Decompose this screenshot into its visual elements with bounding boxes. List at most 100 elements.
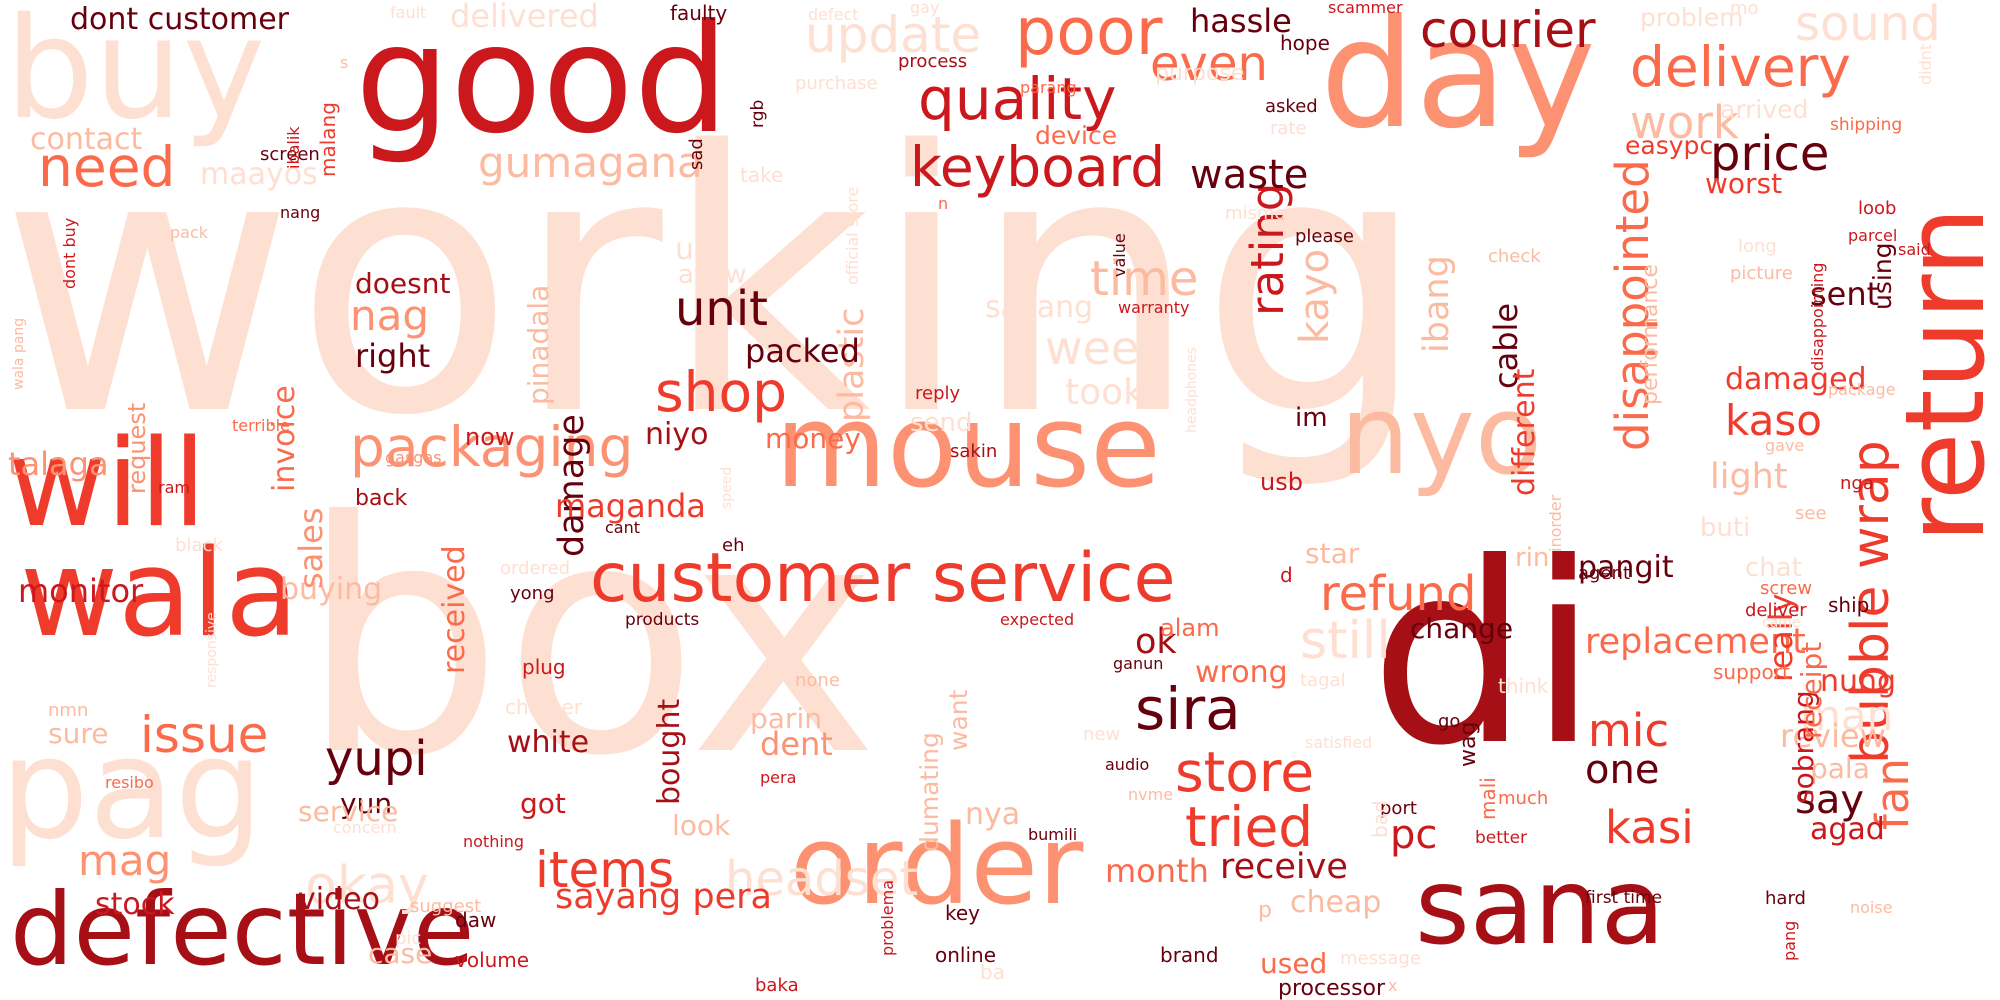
word-wala: wala xyxy=(20,525,299,664)
word-week: week xyxy=(1045,321,1166,375)
word-concern: concern xyxy=(333,818,397,837)
word-usb: usb xyxy=(1260,468,1303,496)
word-gumagana: gumagana xyxy=(478,138,703,187)
word-said: said xyxy=(1898,240,1931,259)
word-wag: wag xyxy=(1456,721,1481,767)
word-quality: quality xyxy=(918,65,1117,133)
word-pangit: pangit xyxy=(1578,550,1674,585)
word-worst: worst xyxy=(1705,167,1783,200)
word-gay: gay xyxy=(910,0,940,17)
word-store: store xyxy=(1175,740,1315,804)
word-black: black xyxy=(175,535,223,556)
word-shop: shop xyxy=(655,360,788,424)
word-tried: tried xyxy=(1185,795,1314,859)
word-none: none xyxy=(795,670,840,691)
word-light: light xyxy=(1710,457,1788,497)
word-value: value xyxy=(1110,232,1129,277)
word-chat: chat xyxy=(1745,553,1802,583)
word-ordered: ordered xyxy=(500,558,571,579)
word-working: working xyxy=(0,75,1428,494)
word-pic: pic xyxy=(395,928,422,949)
word-see: see xyxy=(1795,503,1827,524)
word-headphones: headphones xyxy=(1184,347,1200,434)
word-purpose: purpose xyxy=(1155,61,1245,86)
word-expected: expected xyxy=(1000,610,1075,629)
word-parin: parin xyxy=(750,702,822,735)
word-gave: gave xyxy=(1765,436,1805,455)
word-sad: sad xyxy=(686,138,707,171)
word-message: message xyxy=(1340,948,1421,969)
word-buying: buying xyxy=(280,572,383,607)
word-damage: damage xyxy=(552,414,592,558)
word-work: work xyxy=(1630,96,1739,149)
word-use: use xyxy=(675,232,729,267)
word-reply: reply xyxy=(915,383,961,404)
word-didnt: didnt xyxy=(1916,43,1935,85)
word-box: box xyxy=(300,454,879,826)
word-mag: mag xyxy=(78,836,172,885)
word-received: received xyxy=(437,545,472,674)
word-came: came xyxy=(1762,615,1801,631)
word-defect: defect xyxy=(808,5,859,24)
word-cheap: cheap xyxy=(1290,885,1382,920)
word-n: n xyxy=(938,194,949,213)
word-right: right xyxy=(355,337,431,375)
word-customer-service: customer service xyxy=(590,539,1176,618)
word-headset: headset xyxy=(725,851,919,907)
word-sayang-pera: sayang pera xyxy=(555,877,772,917)
word-products: products xyxy=(625,610,700,630)
word-parcel: parcel xyxy=(1848,226,1898,245)
word-want: want xyxy=(944,689,973,751)
word-dont-buy: dont buy xyxy=(60,218,79,290)
word-sayang: sayang xyxy=(985,290,1094,325)
word-problema: problema xyxy=(878,880,897,957)
word-resibo: resibo xyxy=(105,773,154,792)
word-doesnt: doesnt xyxy=(355,267,451,300)
word-mismong: mismong xyxy=(1225,203,1309,224)
word-warranty: warranty xyxy=(1118,298,1190,317)
word-kaso: kaso xyxy=(1725,396,1822,445)
word-damaged: damaged xyxy=(1725,362,1867,397)
word-mo: mo xyxy=(1730,0,1759,19)
word-update: update xyxy=(805,6,982,64)
word-say: say xyxy=(1795,777,1865,823)
word-used: used xyxy=(1260,947,1328,980)
word-port: port xyxy=(1380,798,1417,819)
word-bought: bought xyxy=(652,699,687,806)
word-delivered: delivered xyxy=(450,0,599,35)
word-white: white xyxy=(507,725,590,760)
word-nmn: nmn xyxy=(48,700,89,721)
word-device: device xyxy=(1035,121,1118,150)
word-key: key xyxy=(945,901,981,925)
word-brand: brand xyxy=(1160,943,1219,967)
word-mic: mic xyxy=(1588,704,1670,757)
word-scammer: scammer xyxy=(1328,0,1403,17)
word-man: man xyxy=(1800,691,1894,740)
word-take: take xyxy=(740,163,784,187)
word-cant: cant xyxy=(605,518,641,537)
word-one: one xyxy=(1585,747,1660,793)
word-request: request xyxy=(123,402,151,494)
word-video: video xyxy=(298,882,380,917)
word-performance: performance xyxy=(1638,264,1663,406)
word-picture: picture xyxy=(1730,263,1793,284)
word-parang: parang xyxy=(1020,78,1077,97)
word-audio: audio xyxy=(1105,755,1150,774)
word-volume: volume xyxy=(455,948,530,972)
word-sakin: sakin xyxy=(950,441,998,462)
word-maayos: maayos xyxy=(200,157,318,192)
word-buy: buy xyxy=(5,0,266,151)
word-p: p xyxy=(1258,898,1272,923)
word-invoice: invoice xyxy=(267,385,302,493)
word-baka: baka xyxy=(755,975,799,996)
word-sira: sira xyxy=(1135,675,1241,743)
word-sure: sure xyxy=(48,717,109,750)
word-pinadala: pinadala xyxy=(522,284,555,405)
word-waste: waste xyxy=(1190,152,1309,198)
word-receive: receive xyxy=(1220,847,1348,887)
word-di: di xyxy=(1370,509,1599,800)
word-nga: nga xyxy=(1840,473,1874,494)
word-im: im xyxy=(1295,403,1328,433)
word-pala: pala xyxy=(1810,752,1870,785)
word-dont-customer: dont customer xyxy=(70,2,289,37)
